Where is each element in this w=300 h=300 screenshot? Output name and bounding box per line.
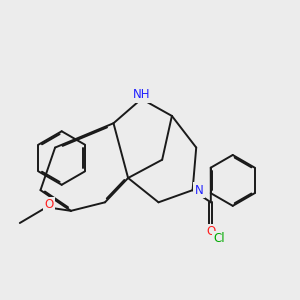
Text: NH: NH — [133, 88, 150, 101]
Text: O: O — [206, 225, 215, 239]
Text: O: O — [45, 198, 54, 211]
Text: Cl: Cl — [214, 232, 225, 245]
Text: N: N — [195, 184, 204, 197]
